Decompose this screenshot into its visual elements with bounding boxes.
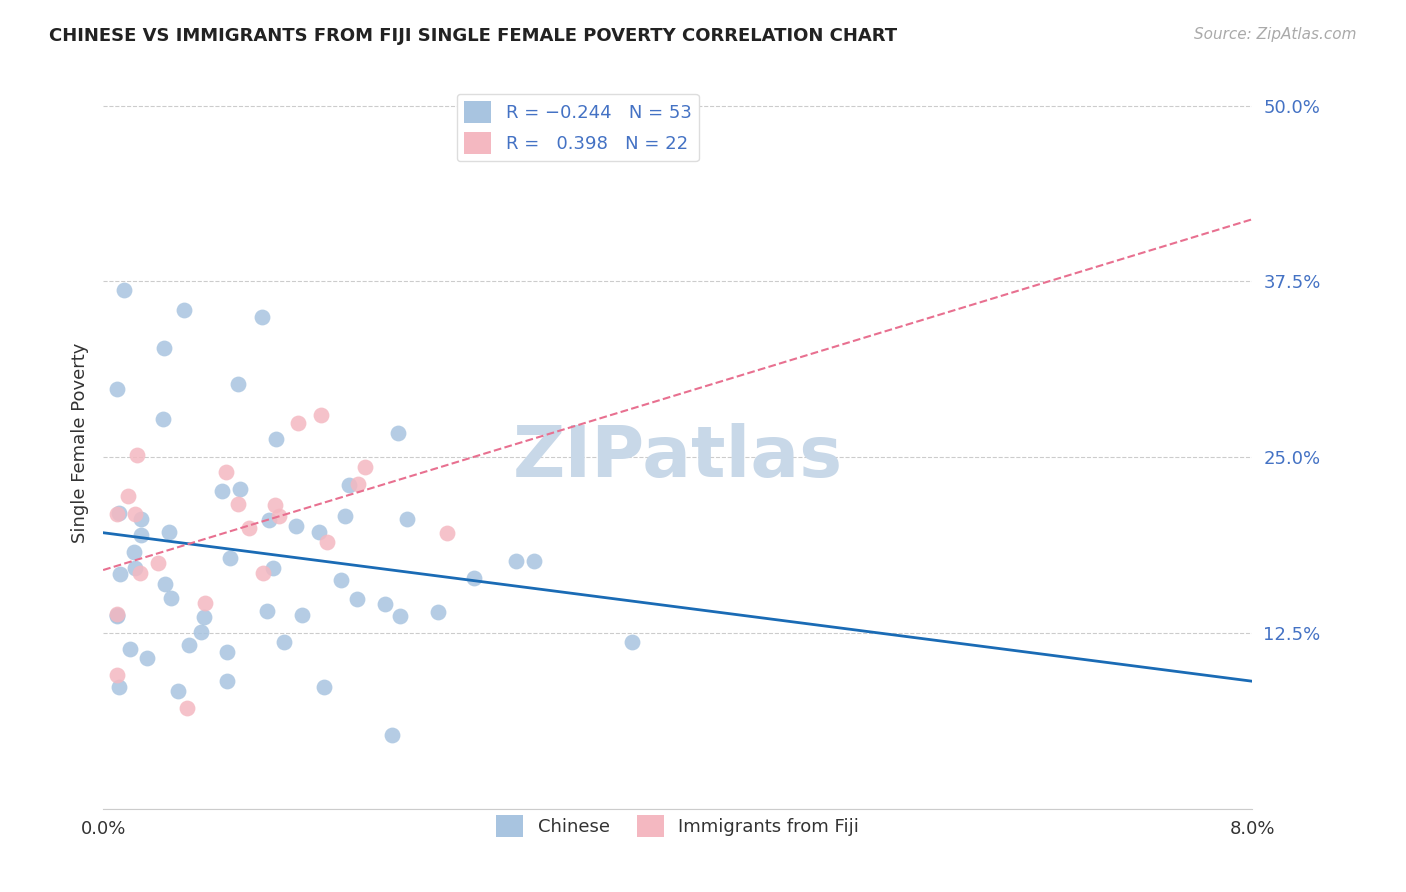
Point <box>285 518 308 533</box>
Point <box>387 425 409 440</box>
Point <box>291 608 314 623</box>
Point <box>252 566 274 581</box>
Point <box>173 303 195 318</box>
Point <box>211 483 233 498</box>
Point <box>107 607 129 622</box>
Point <box>118 642 141 657</box>
Point <box>273 635 295 649</box>
Point <box>311 408 333 422</box>
Point <box>346 592 368 607</box>
Point <box>250 310 273 324</box>
Point <box>129 512 152 526</box>
Point <box>107 668 129 682</box>
Point <box>374 597 396 611</box>
Point <box>381 728 404 742</box>
Point <box>193 610 215 624</box>
Point <box>339 478 361 492</box>
Point <box>107 607 129 622</box>
Point <box>217 673 239 688</box>
Point <box>263 499 285 513</box>
Point <box>122 545 145 559</box>
Point <box>124 508 146 522</box>
Point <box>388 608 411 623</box>
Legend: Chinese, Immigrants from Fiji: Chinese, Immigrants from Fiji <box>489 807 866 844</box>
Point <box>308 524 330 539</box>
Point <box>264 432 287 446</box>
Point <box>146 556 169 570</box>
Point <box>228 497 250 511</box>
Point <box>335 509 357 524</box>
Point <box>124 561 146 575</box>
Point <box>153 577 176 591</box>
Point <box>107 609 129 624</box>
Point <box>117 489 139 503</box>
Point <box>267 509 290 524</box>
Point <box>128 566 150 581</box>
Point <box>347 477 370 491</box>
Point <box>257 513 280 527</box>
Point <box>152 342 174 356</box>
Point <box>152 412 174 426</box>
Point <box>157 524 180 539</box>
Point <box>287 416 309 430</box>
Point <box>354 459 377 474</box>
Point <box>620 635 643 649</box>
Point <box>108 680 131 694</box>
Point <box>256 604 278 618</box>
Point <box>108 567 131 582</box>
Point <box>238 521 260 535</box>
Point <box>131 528 153 542</box>
Point <box>219 550 242 565</box>
Text: Source: ZipAtlas.com: Source: ZipAtlas.com <box>1194 27 1357 42</box>
Point <box>215 644 238 658</box>
Point <box>427 605 450 619</box>
Point <box>125 448 148 462</box>
Point <box>229 482 252 496</box>
Point <box>396 512 419 526</box>
Point <box>107 382 129 396</box>
Point <box>330 574 353 588</box>
Point <box>107 508 129 522</box>
Point <box>312 680 335 694</box>
Point <box>436 526 458 541</box>
Point <box>190 624 212 639</box>
Point <box>160 591 183 606</box>
Y-axis label: Single Female Poverty: Single Female Poverty <box>72 343 89 543</box>
Point <box>194 596 217 610</box>
Point <box>136 651 159 665</box>
Point <box>215 465 238 479</box>
Point <box>112 283 135 297</box>
Point <box>505 554 527 568</box>
Point <box>177 638 200 652</box>
Point <box>523 554 546 568</box>
Text: ZIPatlas: ZIPatlas <box>513 424 842 492</box>
Point <box>176 701 198 715</box>
Point <box>108 506 131 520</box>
Point <box>166 683 188 698</box>
Point <box>463 571 485 585</box>
Point <box>316 534 339 549</box>
Text: CHINESE VS IMMIGRANTS FROM FIJI SINGLE FEMALE POVERTY CORRELATION CHART: CHINESE VS IMMIGRANTS FROM FIJI SINGLE F… <box>49 27 897 45</box>
Point <box>226 377 249 392</box>
Point <box>262 561 284 575</box>
